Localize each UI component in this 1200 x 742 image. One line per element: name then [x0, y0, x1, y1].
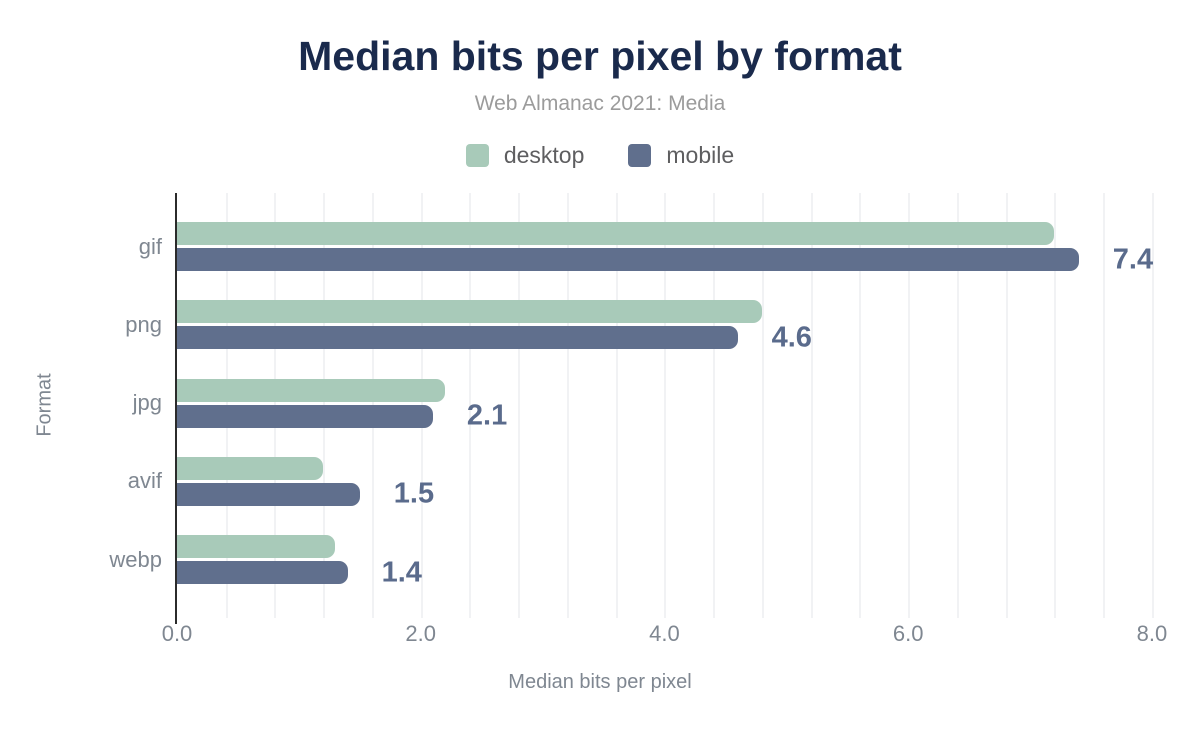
category-label-png: png: [125, 311, 162, 337]
gridline: [469, 193, 472, 618]
gridline: [566, 193, 569, 618]
x-tick-label-6.0: 6.0: [892, 621, 924, 646]
mobile-swatch-icon: [628, 144, 652, 167]
legend-label-mobile: mobile: [666, 142, 735, 168]
category-label-webp: webp: [109, 546, 162, 572]
legend-item-desktop[interactable]: desktop: [465, 142, 585, 169]
category-label-avif: avif: [127, 468, 162, 494]
chart-title: Median bits per pixel by format: [298, 33, 902, 79]
value-label-jpg: 2.1: [466, 399, 508, 432]
x-axis-title: Median bits per pixel: [508, 671, 692, 693]
x-tick-label-8.0: 8.0: [1136, 621, 1168, 646]
x-tick-label-0.0: 0.0: [161, 621, 193, 646]
value-label-avif: 1.5: [393, 477, 435, 510]
bar-mobile-jpg[interactable]: [177, 404, 433, 428]
gridline: [1005, 193, 1008, 618]
category-label-gif: gif: [138, 233, 162, 259]
legend-item-mobile[interactable]: mobile: [628, 142, 734, 169]
category-label-jpg: jpg: [132, 390, 162, 415]
value-label-gif: 7.4: [1112, 243, 1154, 275]
bar-mobile-avif[interactable]: [177, 482, 360, 506]
x-tick-label-4.0: 4.0: [649, 621, 680, 646]
gridline: [761, 193, 764, 618]
gridline: [1054, 193, 1057, 618]
gridline: [518, 193, 521, 618]
bar-desktop-jpg[interactable]: [177, 378, 446, 402]
chart-subtitle: Web Almanac 2021: Media: [474, 92, 726, 115]
gridline: [1151, 193, 1154, 618]
plot-area: 0.0 2.0 4.0 6.0 8.0 gif 7.4 png 4.6 jpg 2.1 avif 1.5…: [109, 193, 1197, 646]
bar-desktop-avif[interactable]: [177, 456, 324, 480]
gridline: [810, 193, 813, 618]
bar-mobile-gif[interactable]: [177, 248, 1079, 271]
gridline: [956, 193, 959, 618]
bar-mobile-png[interactable]: [177, 326, 738, 350]
gridline: [713, 193, 716, 618]
gridline: [1103, 193, 1106, 618]
legend: desktop mobile: [0, 142, 1200, 169]
bar-desktop-gif[interactable]: [177, 222, 1055, 245]
desktop-swatch-icon: [465, 144, 489, 167]
bar-mobile-webp[interactable]: [177, 561, 348, 584]
gridline: [664, 193, 667, 618]
value-label-webp: 1.4: [381, 556, 422, 588]
bar-desktop-webp[interactable]: [177, 535, 336, 558]
x-tick-label-2.0: 2.0: [405, 621, 437, 646]
gridline: [908, 193, 911, 618]
value-label-png: 4.6: [771, 321, 812, 354]
bar-desktop-png[interactable]: [177, 300, 762, 324]
gridline: [615, 193, 618, 618]
y-axis-line: [175, 193, 177, 624]
gridline: [859, 193, 862, 618]
legend-label-desktop: desktop: [503, 142, 585, 168]
